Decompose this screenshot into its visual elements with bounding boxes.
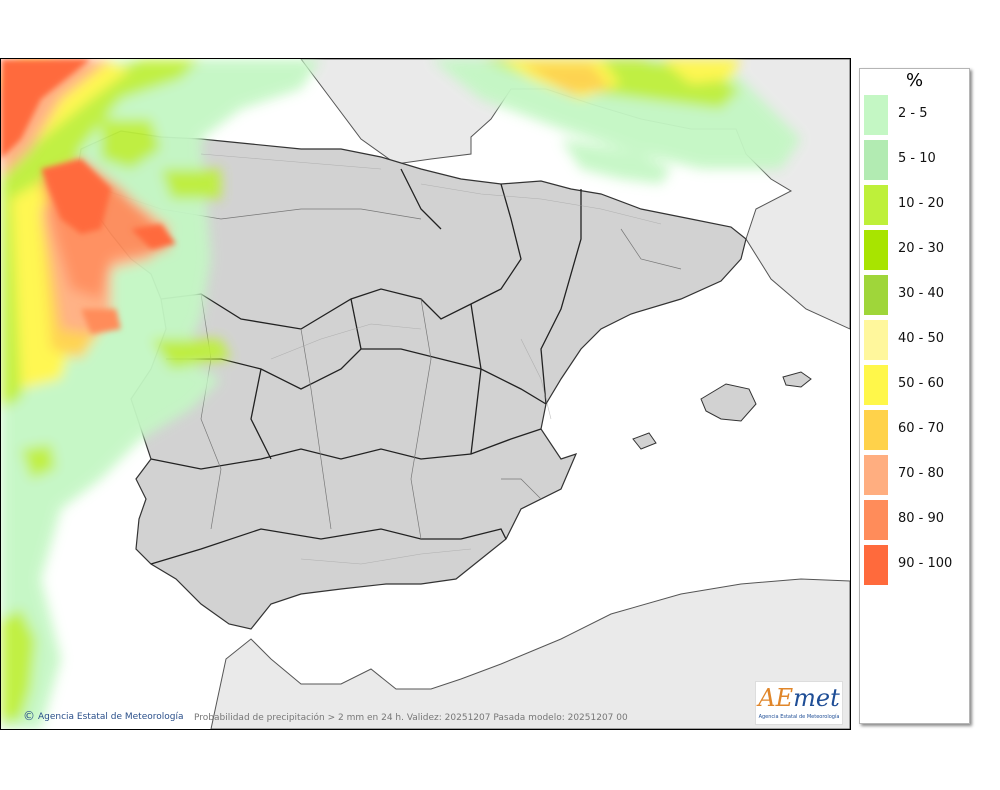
logo-brand-b: met xyxy=(793,684,840,712)
legend-item: 60 - 70 xyxy=(864,410,968,450)
legend-swatch xyxy=(864,455,888,495)
legend-swatch xyxy=(864,410,888,450)
terrain-texture xyxy=(200,153,662,565)
legend-swatch xyxy=(864,275,888,315)
legend-swatch xyxy=(864,320,888,360)
legend-panel: % 2 - 5 5 - 10 10 - 20 20 - 30 30 - 40 40 - 5… xyxy=(859,68,970,724)
legend-label: 2 - 5 xyxy=(898,106,928,121)
legend-item: 30 - 40 xyxy=(864,275,968,315)
legend-unit: % xyxy=(905,70,924,91)
legend-swatch xyxy=(864,185,888,225)
legend-item: 5 - 10 xyxy=(864,140,968,180)
legend-item: 80 - 90 xyxy=(864,500,968,540)
region-borders xyxy=(150,168,582,565)
logo-brand-a: AE xyxy=(758,684,794,712)
copyright-icon: © xyxy=(23,709,35,723)
legend-item: 50 - 60 xyxy=(864,365,968,405)
aemet-logo: AEmet Agencia Estatal de Meteorología xyxy=(755,681,843,725)
map-caption: Probabilidad de precipitación > 2 mm en … xyxy=(194,713,628,723)
legend-item: 70 - 80 xyxy=(864,455,968,495)
aemet-logo-wordmark: AEmet xyxy=(756,684,842,712)
legend-item: 90 - 100 xyxy=(864,545,968,585)
legend-swatch xyxy=(864,140,888,180)
ibiza xyxy=(632,432,657,450)
province-borders xyxy=(100,188,682,540)
legend-label: 60 - 70 xyxy=(898,421,945,436)
forecast-map[interactable]: © Agencia Estatal de Meteorología Probabi… xyxy=(0,58,851,730)
legend-swatch xyxy=(864,545,888,585)
precipitation-core xyxy=(1,59,176,334)
legend-item: 10 - 20 xyxy=(864,185,968,225)
aemet-logo-subtitle: Agencia Estatal de Meteorología xyxy=(758,714,840,720)
legend-label: 40 - 50 xyxy=(898,331,945,346)
legend-label: 20 - 30 xyxy=(898,241,945,256)
legend-label: 50 - 60 xyxy=(898,376,945,391)
legend-swatch xyxy=(864,365,888,405)
legend-item: 40 - 50 xyxy=(864,320,968,360)
legend-swatch xyxy=(864,230,888,270)
agency-credit-text: Agencia Estatal de Meteorología xyxy=(38,712,184,722)
agency-credit: © Agencia Estatal de Meteorología xyxy=(23,709,184,723)
mallorca xyxy=(700,383,757,422)
menorca xyxy=(782,371,812,388)
legend-label: 30 - 40 xyxy=(898,286,945,301)
legend-label: 90 - 100 xyxy=(898,556,953,571)
legend-swatch xyxy=(864,95,888,135)
legend-label: 70 - 80 xyxy=(898,466,945,481)
legend-label: 80 - 90 xyxy=(898,511,945,526)
legend-item: 2 - 5 xyxy=(864,95,968,135)
legend-label: 10 - 20 xyxy=(898,196,945,211)
legend-swatch xyxy=(864,500,888,540)
legend-label: 5 - 10 xyxy=(898,151,936,166)
map-canvas[interactable] xyxy=(1,59,850,729)
legend-item: 20 - 30 xyxy=(864,230,968,270)
africa-landmass xyxy=(210,578,850,729)
